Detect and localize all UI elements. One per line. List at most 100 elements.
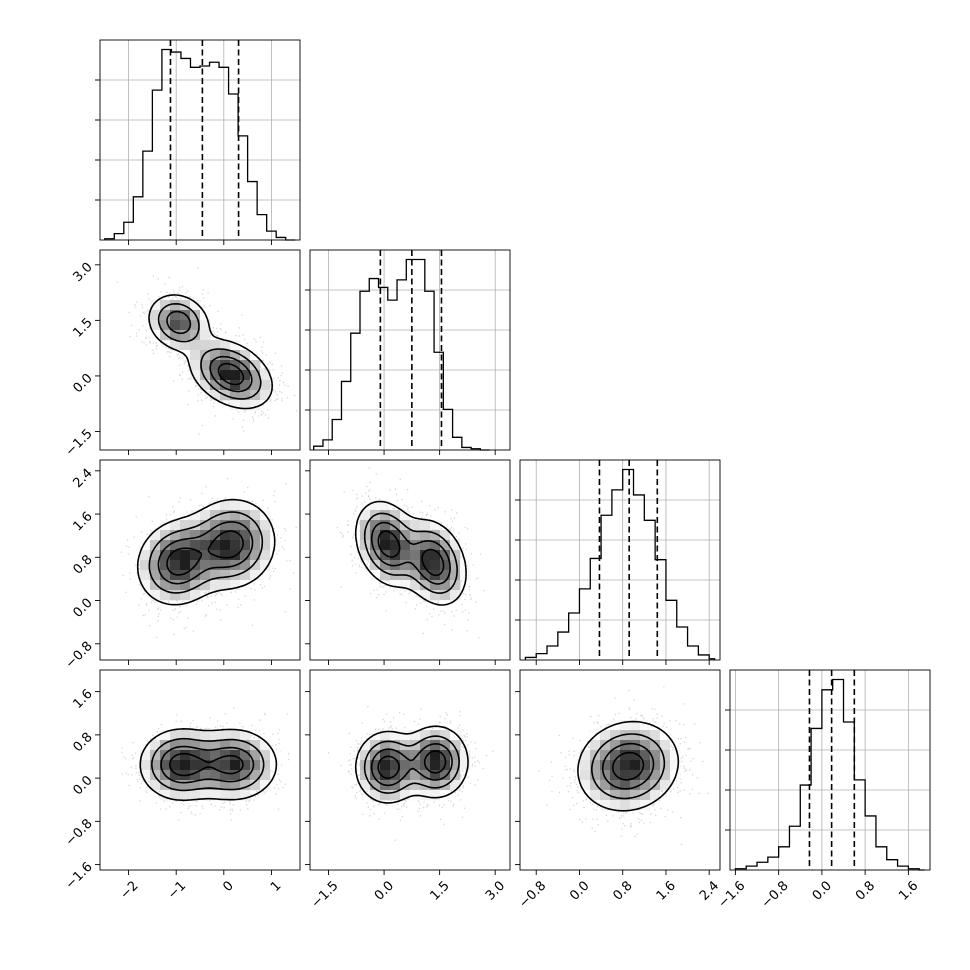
density-cell [380, 540, 391, 551]
density-cell [200, 360, 211, 371]
density-cell [150, 300, 161, 311]
x-tick-label: 0 [220, 878, 236, 894]
density-cell [380, 770, 391, 781]
contour-level-3 [157, 521, 254, 585]
density-cell [240, 750, 251, 761]
y-tick-label: 0.0 [70, 773, 95, 798]
y-tick-label: 0.0 [70, 371, 95, 396]
density-cell [210, 760, 221, 771]
density-cell [410, 770, 421, 781]
density-cell [140, 580, 151, 591]
density-cell [160, 590, 171, 601]
density-cell [190, 750, 201, 761]
density-cell [200, 350, 211, 361]
density-cell [230, 750, 241, 761]
density-cell [230, 780, 241, 791]
density-cell [400, 780, 411, 791]
density-cell [240, 390, 251, 401]
density-cell [220, 560, 231, 571]
density-cell [590, 780, 601, 791]
density-cell [420, 570, 431, 581]
density-cell [430, 750, 441, 761]
density-cell [260, 550, 271, 561]
density-cell [260, 520, 271, 531]
density-cell [160, 560, 171, 571]
density-cell [150, 320, 161, 331]
density-cell [200, 780, 211, 791]
contour-level-4 [612, 751, 645, 781]
density-cell [160, 530, 171, 541]
panel-content [120, 478, 297, 638]
density-cell [410, 570, 421, 581]
contour-level-4 [217, 362, 245, 386]
density-cell [630, 780, 641, 791]
density-cell [200, 320, 211, 331]
density-cell [230, 360, 241, 371]
density-cell [420, 520, 431, 531]
contour-level-3 [370, 521, 451, 585]
density-cell [190, 360, 201, 371]
density-cell [140, 550, 151, 561]
density-cell [640, 760, 651, 771]
density-cell [190, 340, 201, 351]
density-cell [230, 370, 241, 381]
panel-content [121, 707, 290, 821]
density-cell [190, 300, 201, 311]
density-cell [210, 360, 221, 371]
density-cell [210, 560, 221, 571]
density-cell [590, 740, 601, 751]
density-cell [150, 590, 161, 601]
density-cell [150, 550, 161, 561]
density-cell [260, 370, 271, 381]
density-cell [180, 750, 191, 761]
panel-frame [99, 249, 301, 451]
density-cell [170, 780, 181, 791]
density-cell [240, 540, 251, 551]
density-cell [190, 370, 201, 381]
density-cell [180, 340, 191, 351]
density-cell [140, 560, 151, 571]
histogram-line-1 [104, 48, 296, 241]
density-cell [450, 780, 461, 791]
density-cell [190, 730, 201, 741]
contour-level-1 [148, 294, 273, 410]
contour-level-1 [354, 725, 469, 804]
density-cell [200, 730, 211, 741]
density-cell [400, 510, 411, 521]
density-cell [420, 530, 431, 541]
density-cell [410, 540, 421, 551]
density-cell [390, 790, 401, 801]
density-cell [200, 750, 211, 761]
panel-frame [99, 39, 301, 241]
density-cell [660, 780, 671, 791]
density-cell [200, 790, 211, 801]
density-cell [190, 570, 201, 581]
density-cell [240, 560, 251, 571]
density-cell [610, 780, 621, 791]
density-cell [190, 590, 201, 601]
density-cell [190, 350, 201, 361]
density-cell [240, 780, 251, 791]
density-cell [220, 730, 231, 741]
density-cell [440, 590, 451, 601]
density-cell [370, 780, 381, 791]
density-cell [420, 750, 431, 761]
density-cell [220, 580, 231, 591]
density-cell [170, 340, 181, 351]
density-cell [200, 340, 211, 351]
density-cell [440, 730, 451, 741]
density-cell [190, 510, 201, 521]
density-cell [260, 540, 271, 551]
density-cell [230, 730, 241, 741]
density-cell [230, 390, 241, 401]
density-cell [170, 310, 181, 321]
density-cell [260, 770, 271, 781]
density-cell [200, 330, 211, 341]
density-cell [190, 330, 201, 341]
density-cell [360, 550, 371, 561]
contour-level-2 [363, 512, 458, 594]
histogram-panel-4 [725, 669, 931, 871]
density-cell [210, 530, 221, 541]
density-cell [210, 340, 221, 351]
density-cell [380, 560, 391, 571]
